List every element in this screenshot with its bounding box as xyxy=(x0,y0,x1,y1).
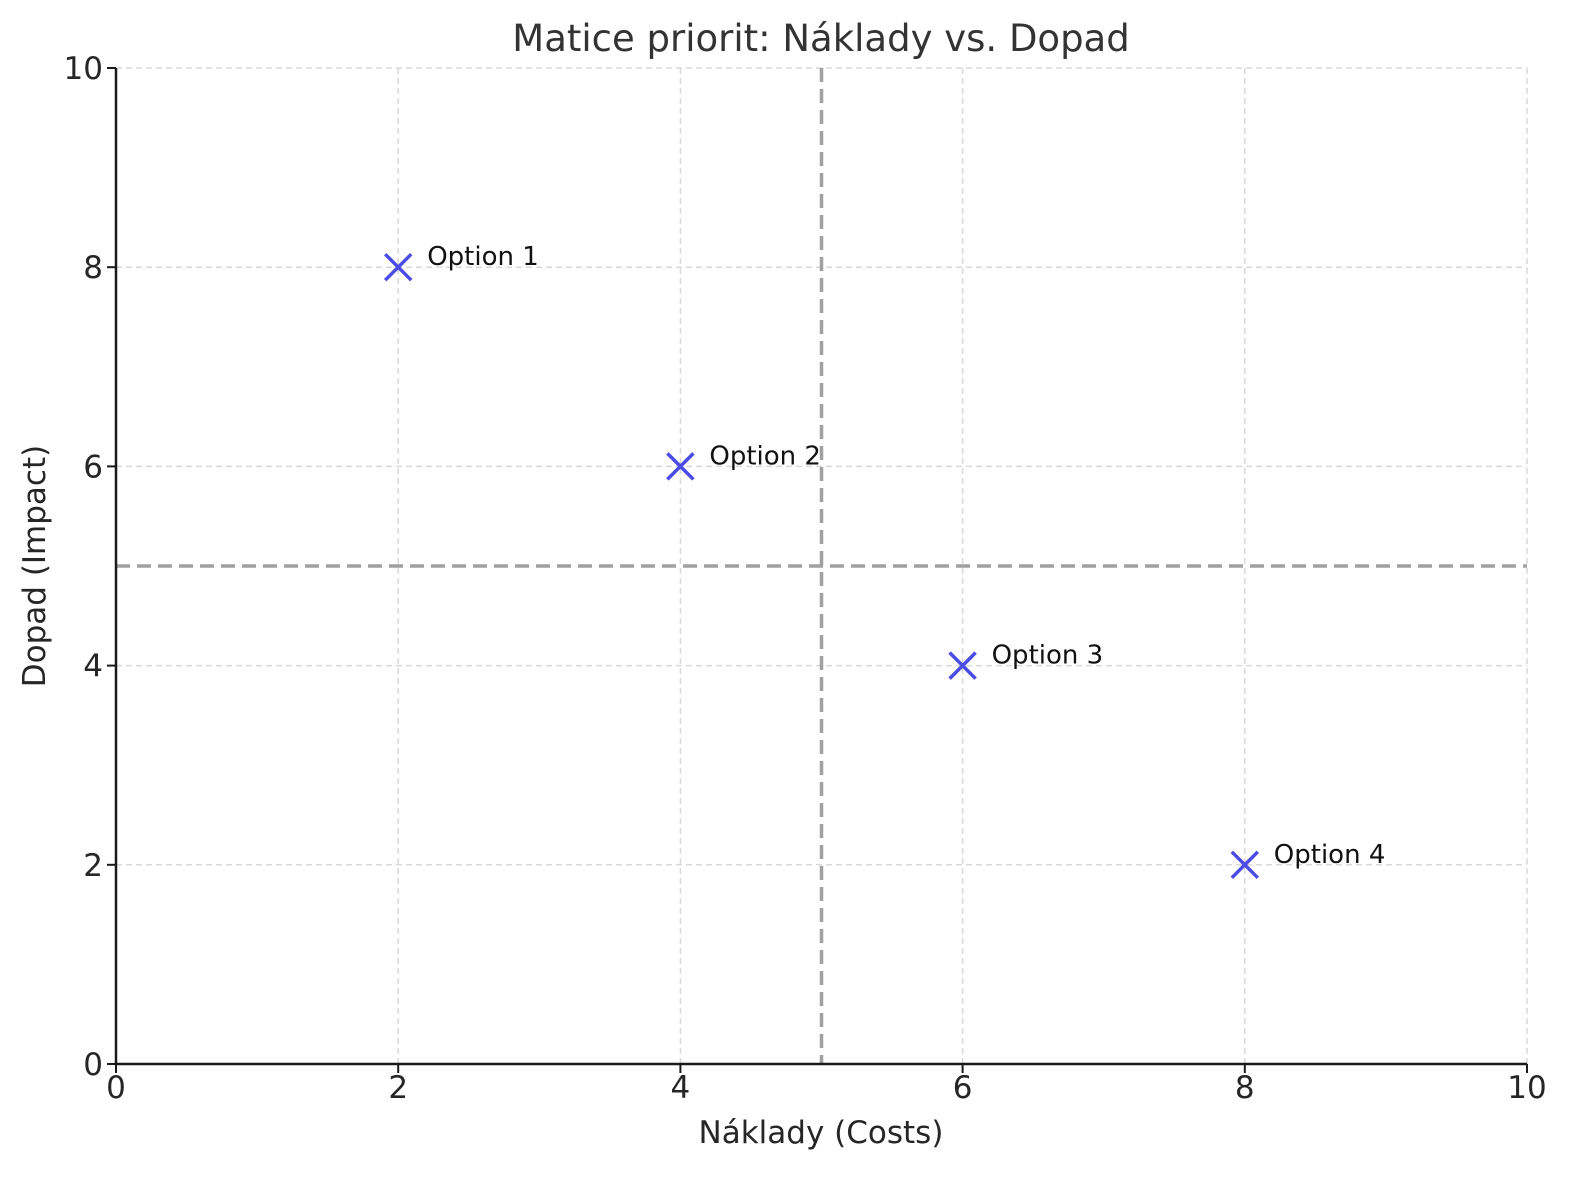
reference-lines xyxy=(116,68,1527,1064)
data-point-marker xyxy=(1230,850,1260,880)
x-axis-label: Náklady (Costs) xyxy=(699,1115,944,1151)
y-tick-label: 6 xyxy=(83,449,103,485)
data-point-marker xyxy=(666,452,695,481)
y-tick-label: 10 xyxy=(64,51,103,87)
x-tick-label: 10 xyxy=(1507,1070,1546,1106)
marker-stroke xyxy=(948,651,977,680)
x-tick-label: 8 xyxy=(1235,1070,1255,1106)
x-tick-label: 4 xyxy=(671,1070,691,1106)
x-tick-label: 0 xyxy=(106,1070,126,1106)
marker-stroke xyxy=(1230,850,1260,880)
marker-stroke xyxy=(666,452,695,481)
y-tick-label: 4 xyxy=(83,649,103,685)
data-point-label: Option 4 xyxy=(1274,840,1386,870)
y-axis-label: Dopad (Impact) xyxy=(17,445,53,687)
chart-title: Matice priorit: Náklady vs. Dopad xyxy=(512,17,1129,60)
axes xyxy=(107,67,1528,1073)
data-point-label: Option 2 xyxy=(709,441,821,471)
y-tick-labels: 0 2 4 6 8 10 xyxy=(64,51,103,1083)
marker-stroke xyxy=(383,252,413,282)
x-tick-label: 6 xyxy=(953,1070,973,1106)
y-tick-label: 2 xyxy=(83,848,103,884)
data-points: Option 1 Option 2 Option 3 Option 4 xyxy=(383,242,1386,880)
y-tick-label: 8 xyxy=(83,250,103,286)
x-tick-label: 2 xyxy=(388,1070,408,1106)
data-point-marker xyxy=(948,651,977,680)
x-tick-labels: 0 2 4 6 8 10 xyxy=(106,1070,1547,1106)
data-point-label: Option 1 xyxy=(427,242,539,272)
data-point-marker xyxy=(383,252,413,282)
data-point-label: Option 3 xyxy=(992,641,1104,671)
y-tick-label: 0 xyxy=(83,1047,103,1083)
